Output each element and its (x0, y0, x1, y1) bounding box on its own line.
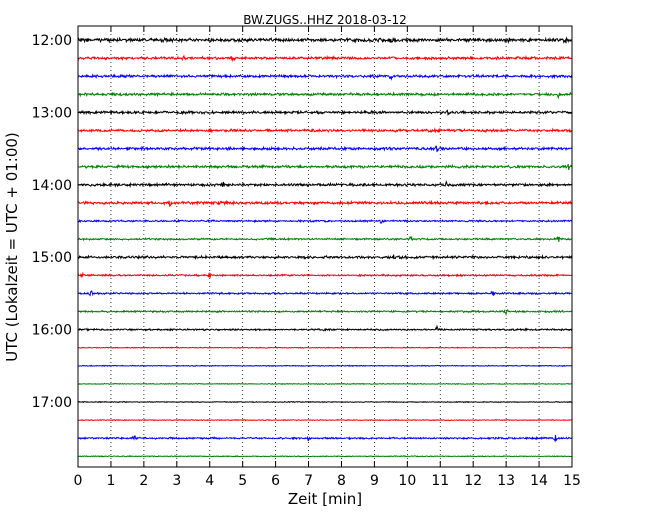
trace-1400 (77, 180, 573, 189)
trace-1700 (77, 400, 573, 404)
trace-1230 (77, 73, 573, 81)
trace-1500 (77, 253, 573, 261)
trace-1300 (77, 109, 573, 117)
x-tick-label: 10 (398, 473, 416, 489)
x-tick-label: 11 (431, 473, 449, 489)
trace-1530 (77, 290, 573, 297)
trace-1430 (77, 218, 573, 224)
x-tick-label: 12 (464, 473, 482, 489)
trace-1445 (77, 235, 573, 243)
x-tick-label: 14 (530, 473, 548, 489)
trace-1745 (77, 455, 573, 458)
y-tick-label: 14:00 (32, 178, 72, 194)
y-tick-label: 13:00 (32, 105, 72, 121)
grid-lines (110, 26, 540, 467)
y-axis-label: UTC (Lokalzeit = UTC + 01:00) (3, 132, 21, 362)
trace-1515 (77, 271, 573, 278)
x-tick-label: 7 (304, 473, 313, 489)
x-tick-label: 9 (370, 473, 379, 489)
trace-rows (77, 36, 573, 458)
y-tick-label: 15:00 (32, 250, 72, 266)
trace-1215 (77, 54, 573, 63)
y-tick-label: 17:00 (32, 395, 72, 411)
trace-1600 (77, 324, 573, 332)
trace-1245 (77, 91, 573, 100)
chart-title: BW.ZUGS..HHZ 2018-03-12 (243, 13, 406, 27)
y-tick-label: 12:00 (32, 33, 72, 49)
x-tick-label: 0 (74, 473, 83, 489)
x-axis-ticks: 0 1 2 3 4 5 6 7 8 9 10 11 12 13 14 15 (74, 26, 581, 489)
trace-1615 (77, 346, 573, 349)
trace-1315 (77, 127, 573, 134)
x-tick-label: 4 (205, 473, 214, 489)
x-tick-label: 5 (238, 473, 247, 489)
x-tick-label: 2 (139, 473, 148, 489)
trace-1200 (77, 36, 573, 45)
x-tick-label: 6 (271, 473, 280, 489)
x-tick-label: 15 (563, 473, 581, 489)
x-tick-label: 13 (497, 473, 515, 489)
trace-1330 (77, 145, 573, 153)
x-tick-label: 3 (172, 473, 181, 489)
trace-1345 (77, 163, 573, 171)
trace-1545 (77, 308, 573, 317)
x-axis-label: Zeit [min] (288, 490, 362, 508)
trace-1415 (77, 199, 573, 207)
y-axis-ticks: 12:00 13:00 14:00 15:00 16:00 17:00 (32, 33, 572, 411)
trace-1645 (77, 382, 573, 386)
x-tick-label: 8 (337, 473, 346, 489)
trace-1730 (77, 434, 573, 443)
x-tick-label: 1 (106, 473, 115, 489)
y-tick-label: 16:00 (32, 323, 72, 339)
trace-1715 (77, 418, 573, 422)
plot-frame (77, 25, 573, 468)
trace-1630 (77, 364, 573, 367)
